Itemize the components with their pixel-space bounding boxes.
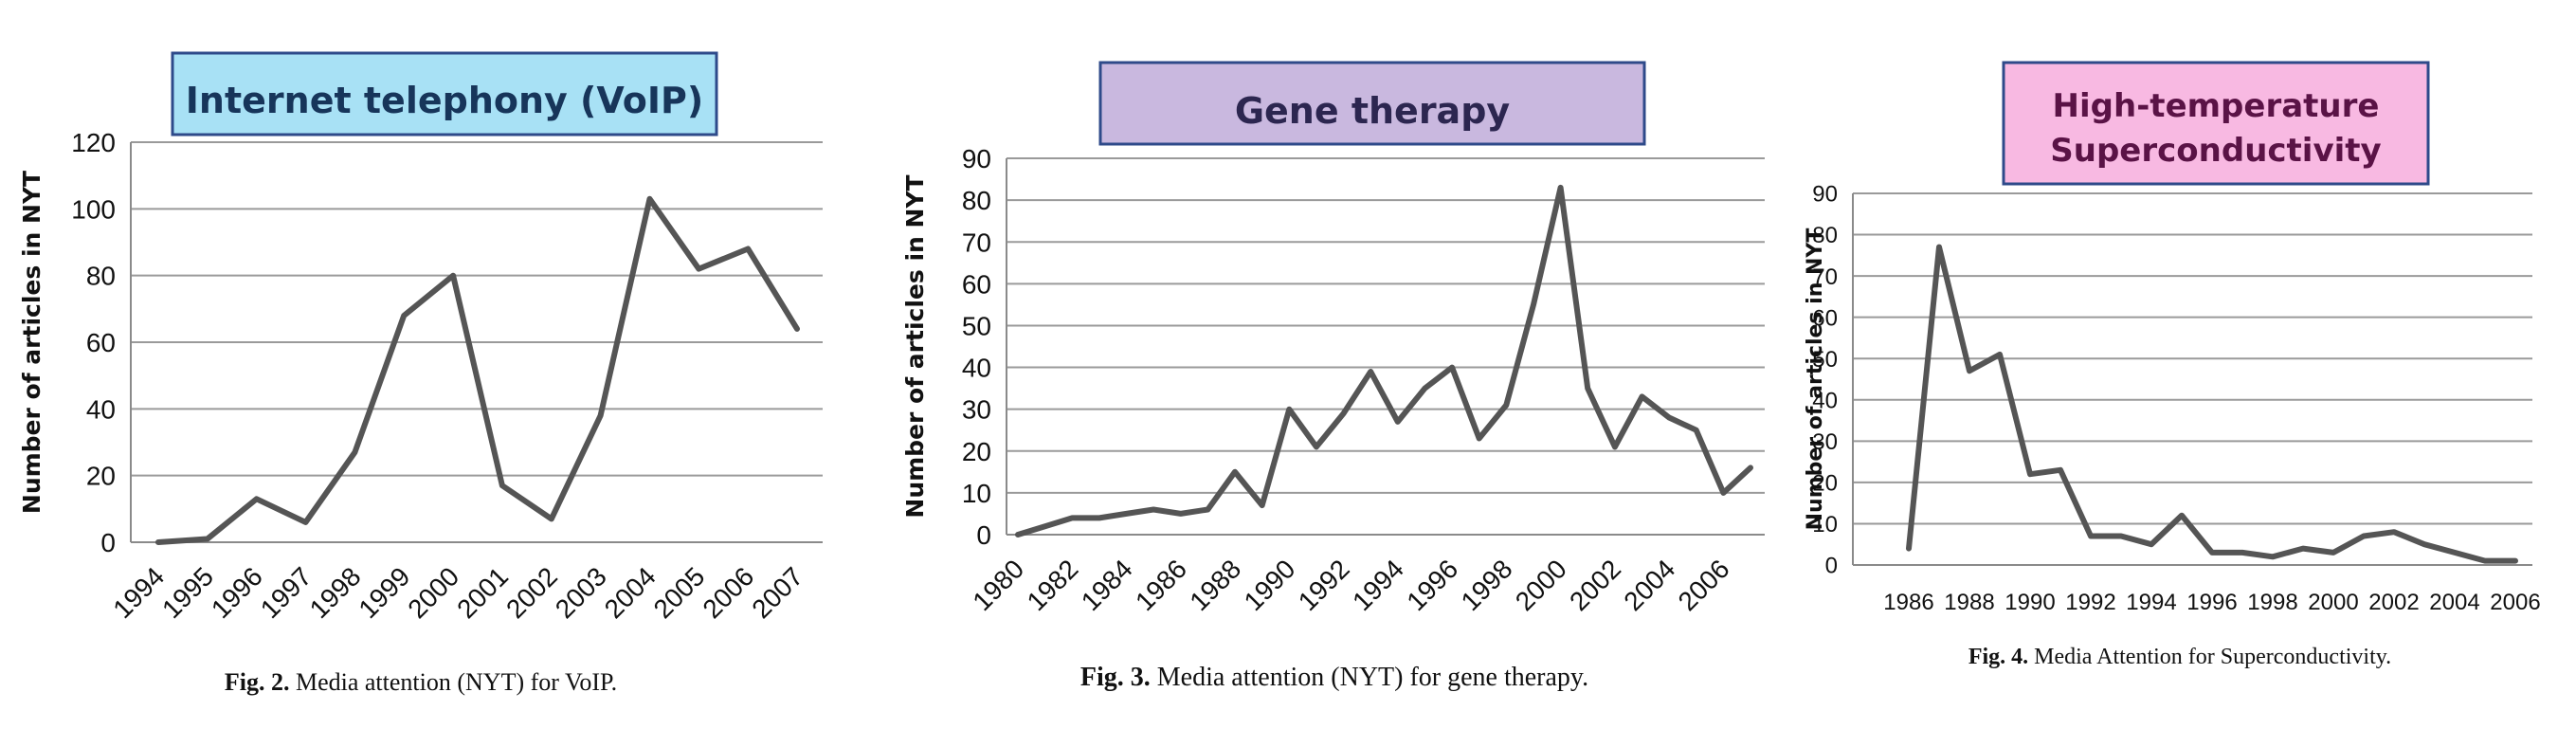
x-tick-label: 1980 bbox=[967, 554, 1029, 616]
y-tick-label: 10 bbox=[962, 479, 991, 508]
y-axis-label: Number of articles in NYT bbox=[18, 171, 45, 514]
x-tick-label: 2004 bbox=[1618, 554, 1680, 616]
y-tick-label: 40 bbox=[962, 354, 991, 383]
y-tick-label: 0 bbox=[1825, 554, 1838, 579]
y-tick-label: 100 bbox=[71, 194, 116, 224]
caption-text: Media attention (NYT) for VoIP. bbox=[289, 668, 617, 696]
x-tick-label: 1988 bbox=[1184, 554, 1246, 616]
caption-label: Fig. 4. bbox=[1968, 645, 2028, 669]
y-tick-label: 60 bbox=[86, 328, 116, 357]
y-tick-label: 0 bbox=[976, 520, 991, 550]
x-tick-label: 1992 bbox=[2065, 590, 2115, 615]
chart-2: Gene therapy0102030405060708090198019821… bbox=[901, 61, 1765, 692]
y-tick-label: 40 bbox=[1812, 388, 1838, 413]
x-tick-label: 2002 bbox=[2368, 590, 2419, 615]
x-tick-label: 1998 bbox=[2247, 590, 2297, 615]
y-tick-label: 60 bbox=[1812, 305, 1838, 331]
figure-caption: Fig. 3. Media attention (NYT) for gene t… bbox=[1080, 663, 1588, 692]
x-tick-label: 1990 bbox=[2005, 590, 2055, 615]
chart-title: High-temperature bbox=[2053, 87, 2380, 125]
x-tick-label: 1990 bbox=[1239, 554, 1301, 616]
x-tick-label: 2006 bbox=[2490, 590, 2540, 615]
y-tick-label: 20 bbox=[86, 462, 116, 491]
y-tick-label: 10 bbox=[1812, 512, 1838, 537]
x-tick-label: 2005 bbox=[648, 561, 711, 624]
title-box bbox=[2002, 61, 2430, 186]
x-tick-label: 2000 bbox=[1510, 554, 1572, 616]
title-box bbox=[171, 51, 718, 137]
caption-label: Fig. 3. bbox=[1080, 663, 1151, 692]
figure-caption: Fig. 4. Media Attention for Superconduct… bbox=[1968, 645, 2391, 669]
series-line bbox=[1906, 244, 2518, 564]
chart-1: Internet telephony (VoIP) 0 20 40 60 80 100 120… bbox=[18, 51, 823, 696]
x-tick-label: 2001 bbox=[451, 561, 514, 624]
x-tick-label: 1986 bbox=[1130, 554, 1192, 616]
y-tick-label: 120 bbox=[71, 128, 116, 157]
y-tick-label: 50 bbox=[1812, 347, 1838, 373]
x-tick-label: 1994 bbox=[107, 561, 170, 624]
y-tick-label: 90 bbox=[962, 144, 991, 173]
y-tick-label: 30 bbox=[1812, 429, 1838, 455]
y-tick-label: 20 bbox=[962, 437, 991, 466]
x-tick-label: 2004 bbox=[2429, 590, 2479, 615]
y-tick-label: 90 bbox=[1812, 182, 1838, 208]
x-tick-label: 1996 bbox=[2186, 590, 2237, 615]
x-tick-label: 1999 bbox=[354, 561, 416, 624]
chart-3: High-temperature Superconductivity 0 10 20 30… bbox=[1804, 61, 2541, 669]
y-tick-label: 60 bbox=[962, 269, 991, 299]
x-tick-label: 1994 bbox=[2126, 590, 2176, 615]
y-tick-label: 80 bbox=[1812, 223, 1838, 248]
chart-title: Gene therapy bbox=[1235, 90, 1511, 132]
y-tick-label: 70 bbox=[962, 228, 991, 257]
y-tick-label: 20 bbox=[1812, 471, 1838, 497]
y-tick-label: 50 bbox=[962, 312, 991, 341]
y-tick-label: 70 bbox=[1812, 264, 1838, 290]
x-tick-label: 1996 bbox=[206, 561, 268, 624]
x-tick-label: 1984 bbox=[1076, 554, 1138, 616]
x-tick-label: 1994 bbox=[1347, 554, 1409, 616]
series-line bbox=[1015, 184, 1753, 537]
x-tick-label: 1982 bbox=[1022, 554, 1084, 616]
title-box bbox=[1098, 61, 1646, 146]
chart-title: Internet telephony (VoIP) bbox=[186, 80, 703, 121]
x-tick-label: 2006 bbox=[697, 561, 759, 624]
x-tick-label: 1995 bbox=[156, 561, 219, 624]
series-line bbox=[155, 195, 800, 545]
x-tick-label: 1986 bbox=[1883, 590, 1933, 615]
x-tick-label: 2002 bbox=[1564, 554, 1626, 616]
y-tick-label: 80 bbox=[86, 262, 116, 291]
x-tick-label: 2007 bbox=[746, 561, 808, 624]
x-tick-label: 2002 bbox=[500, 561, 563, 624]
caption-text: Media Attention for Superconductivity. bbox=[2028, 645, 2391, 669]
caption-text: Media attention (NYT) for gene therapy. bbox=[1151, 663, 1588, 692]
y-axis-label: Number of articles in NYT bbox=[901, 174, 929, 518]
caption-label: Fig. 2. bbox=[225, 668, 290, 696]
chart-title: Superconductivity bbox=[2050, 132, 2381, 170]
y-tick-label: 30 bbox=[962, 395, 991, 425]
x-tick-label: 2000 bbox=[402, 561, 464, 624]
x-tick-label: 1988 bbox=[1944, 590, 1994, 615]
x-tick-label: 1996 bbox=[1401, 554, 1463, 616]
x-tick-label: 2004 bbox=[599, 561, 662, 624]
y-tick-label: 0 bbox=[100, 528, 116, 557]
y-tick-label: 40 bbox=[86, 394, 116, 424]
x-tick-label: 2006 bbox=[1673, 554, 1735, 616]
y-axis-label: Number of articles in NYT bbox=[1804, 228, 1827, 531]
x-tick-label: 1992 bbox=[1293, 554, 1355, 616]
x-tick-label: 2000 bbox=[2308, 590, 2358, 615]
x-tick-label: 1997 bbox=[255, 561, 317, 624]
x-tick-label: 1998 bbox=[304, 561, 367, 624]
figure-caption: Fig. 2. Media attention (NYT) for VoIP. bbox=[225, 668, 617, 696]
x-tick-label: 1998 bbox=[1456, 554, 1518, 616]
x-tick-label: 2003 bbox=[550, 561, 612, 624]
y-tick-label: 80 bbox=[962, 186, 991, 215]
